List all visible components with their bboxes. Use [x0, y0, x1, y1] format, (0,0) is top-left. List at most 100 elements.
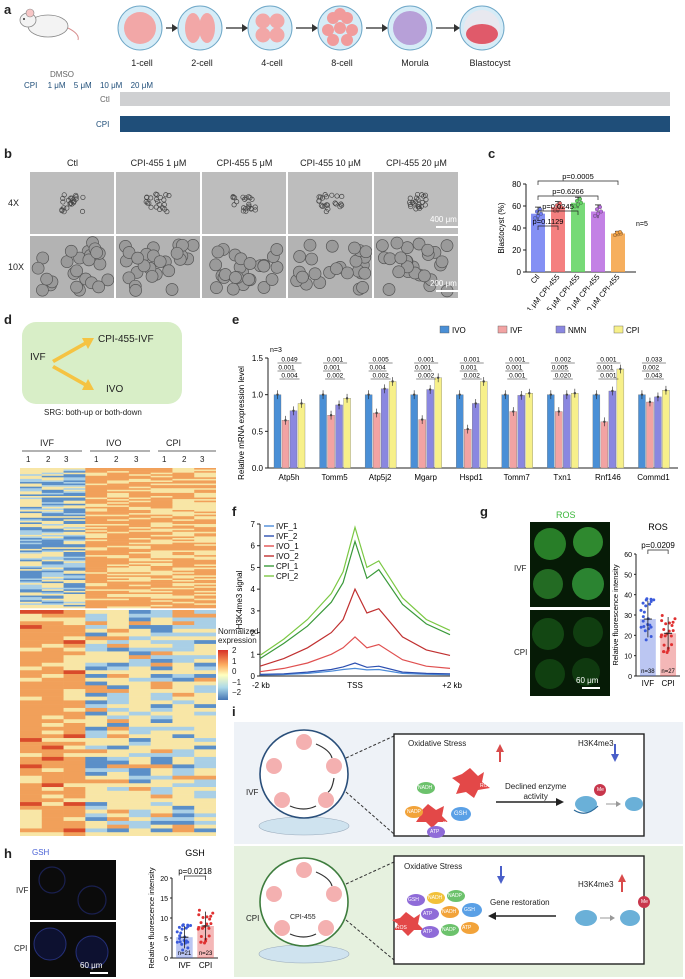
bar: [472, 403, 480, 469]
heatmap-cell: [172, 636, 195, 641]
heatmap-cell: [194, 513, 216, 515]
heatmap-cell: [85, 779, 108, 784]
heatmap-cell: [20, 738, 43, 743]
heatmap-cell: [107, 771, 130, 777]
heatmap-cell: [41, 610, 64, 615]
heatmap-cell: [41, 738, 64, 743]
heatmap-cell: [107, 564, 130, 567]
heatmap-cell: [85, 738, 108, 743]
heatmap-cell: [85, 601, 108, 604]
heatmap-cell: [107, 662, 130, 667]
heatmap-cell: [150, 485, 173, 487]
data-point: [575, 198, 579, 203]
legend-label: IVO_1: [276, 542, 299, 551]
column-label: CPI-455 20 μM: [386, 158, 447, 168]
series-line: [259, 539, 451, 660]
heatmap-cell: [194, 536, 216, 539]
heatmap-cell: [63, 477, 86, 480]
heatmap-cell: [85, 798, 108, 803]
heatmap: [20, 468, 216, 836]
heatmap-cell: [128, 666, 151, 671]
heatmap-cell: [107, 477, 130, 480]
heatmap-cell: [41, 707, 64, 712]
x-tick-label: -2 kb: [252, 681, 270, 690]
heatmap-cell: [85, 573, 108, 576]
heatmap-cell: [63, 768, 86, 773]
heatmap-cell: [150, 492, 173, 495]
heatmap-cell: [172, 764, 195, 769]
heatmap-cell: [150, 610, 173, 615]
heatmap-cell: [150, 730, 173, 735]
heatmap-cell: [150, 580, 173, 582]
bar: [555, 411, 563, 469]
data-point: [670, 624, 674, 628]
heatmap-cell: [63, 553, 86, 556]
heatmap-cell: [194, 798, 216, 803]
heatmap-cell: [194, 508, 216, 511]
data-point: [175, 940, 179, 944]
heatmap-cell: [150, 640, 173, 645]
data-point: [595, 207, 599, 212]
heatmap-cell: [107, 483, 130, 486]
heatmap-cell: [172, 561, 195, 564]
heatmap-cell: [20, 553, 43, 556]
heatmap-cell: [107, 516, 130, 519]
heatmap-cell: [194, 562, 216, 565]
heatmap-cell: [63, 533, 86, 536]
sample-size-label: n=38: [641, 669, 655, 675]
heatmap-cell: [41, 508, 64, 511]
heatmap-cell: [194, 768, 216, 773]
heatmap-cell: [41, 681, 64, 686]
heatmap-cell: [194, 491, 216, 494]
heatmap-cell: [172, 749, 195, 754]
heatmap-cell: [150, 662, 173, 667]
heatmap-cell: [85, 556, 108, 559]
heatmap-cell: [128, 662, 151, 667]
heatmap-cell: [85, 677, 108, 682]
heatmap-cell: [172, 573, 195, 576]
heatmap-cell: [172, 598, 195, 601]
heatmap-cell: [194, 597, 216, 599]
data-point: [559, 205, 563, 210]
heatmap-cell: [41, 590, 64, 593]
data-point: [512, 410, 515, 413]
y-tick-label: 0.0: [252, 464, 264, 473]
heatmap-cell: [128, 592, 151, 595]
data-point: [593, 213, 597, 218]
heatmap-cell: [107, 587, 130, 590]
embryo: [416, 204, 422, 210]
heatmap-replicate-label: 2: [46, 455, 51, 464]
data-point: [204, 939, 208, 943]
heatmap-cell: [128, 625, 151, 630]
heatmap-cell: [41, 771, 64, 777]
y-axis-title: Relative fluorescence intensity: [612, 564, 620, 666]
heatmap-cell: [194, 590, 216, 593]
heatmap-cell: [85, 494, 108, 497]
data-point: [649, 600, 653, 604]
heatmap-cell: [85, 783, 108, 788]
heatmap-cell: [20, 513, 43, 515]
heatmap-cell: [128, 544, 151, 547]
embryo-cluster: [316, 192, 345, 215]
heatmap-cell: [63, 542, 86, 545]
heatmap-cell: [20, 573, 43, 576]
heatmap-replicate-label: 1: [94, 455, 99, 464]
heatmap-cell: [41, 601, 64, 604]
heatmap-cell: [107, 497, 130, 500]
heatmap-cell: [41, 531, 64, 534]
heatmap-cell: [20, 809, 43, 814]
embryo: [330, 262, 343, 276]
heatmap-cell: [128, 566, 151, 568]
heatmap-cell: [128, 555, 151, 557]
heatmap-cell: [150, 534, 173, 537]
heatmap-cell: [63, 779, 86, 784]
heatmap-cell: [128, 817, 151, 822]
heatmap-cell: [172, 553, 195, 556]
heatmap-cell: [172, 655, 195, 660]
heatmap-cell: [107, 820, 130, 825]
heatmap-cell: [172, 562, 195, 565]
heatmap-cell: [172, 711, 195, 716]
heatmap-cell: [63, 726, 86, 731]
stage-label: 2-cell: [191, 58, 213, 68]
heatmap-cell: [150, 587, 173, 590]
